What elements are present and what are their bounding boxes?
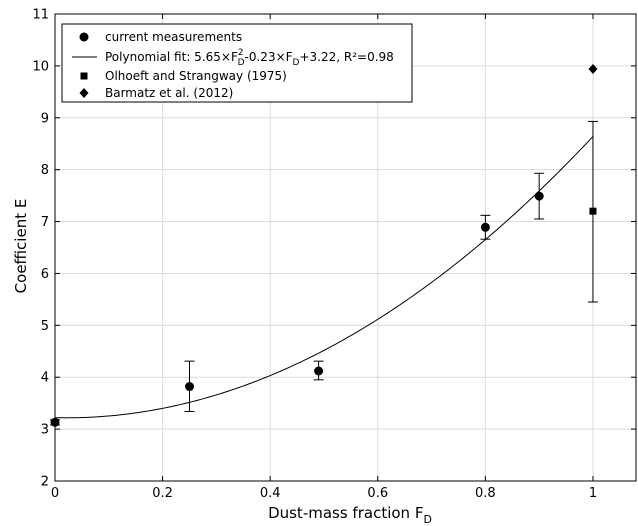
y-tick-label: 4 [41, 371, 49, 386]
y-tick-label: 10 [32, 59, 49, 74]
fit-label-pre: Polynomial fit: 5.65×F [105, 50, 238, 64]
y-tick-label: 8 [41, 163, 49, 178]
plot-frame [54, 13, 637, 482]
x-tick-label: 0.2 [152, 486, 173, 501]
x-axis-label-subscript: D [423, 513, 431, 526]
x-axis-label: Dust-mass fraction FD [268, 504, 432, 526]
y-tick-label: 5 [41, 319, 49, 334]
polynomial-fit-curve [54, 136, 594, 419]
legend-marker-circle [79, 32, 89, 42]
fit-label-post: +3.22, R²=0.98 [299, 50, 393, 64]
y-tick-label: 7 [41, 215, 49, 230]
data-point-square [589, 207, 597, 215]
legend-box [61, 23, 413, 103]
legend: current measurements Polynomial fit: 5.6… [61, 23, 413, 103]
fit-label-sub2: D [293, 58, 300, 68]
y-tick-label: 3 [41, 423, 49, 438]
fit-label-mid: -0.23×F [245, 50, 293, 64]
legend-marker-diamond [79, 88, 89, 98]
data-point-circle [314, 366, 324, 376]
x-axis-label-main: Dust-mass fraction F [268, 504, 423, 522]
x-tick-label: 0.4 [260, 486, 281, 501]
legend-marker-square [80, 72, 88, 80]
x-tick-label: 1 [589, 486, 597, 501]
x-tick-label: 0 [51, 486, 59, 501]
x-tick-label: 0.6 [367, 486, 388, 501]
data-point-diamond [588, 64, 598, 75]
x-tick-label: 0.8 [475, 486, 496, 501]
y-axis-label: Coefficient E [12, 199, 30, 294]
data-markers [50, 64, 598, 427]
y-tick-label: 6 [41, 267, 49, 282]
legend-label-polynomial-fit: Polynomial fit: 5.65×F2 D-0.23×FD+3.22, R… [105, 48, 394, 68]
y-tick-label: 2 [41, 475, 49, 490]
data-point-circle [534, 191, 544, 201]
data-point-circle [184, 382, 194, 392]
data-point-circle [480, 222, 490, 232]
y-tick-label: 11 [32, 8, 49, 23]
axis-ticks: 0 0.2 0.4 0.6 0.8 1 2 3 4 5 6 7 8 9 10 11 [32, 8, 636, 501]
legend-label-barmatz: Barmatz et al. (2012) [105, 86, 233, 100]
legend-label-olhoeft: Olhoeft and Strangway (1975) [105, 69, 287, 83]
fit-label-sup: 2 [238, 48, 244, 58]
y-tick-label: 9 [41, 111, 49, 126]
legend-label-current-measurements: current measurements [105, 30, 242, 44]
fit-label-sub1: D [238, 58, 245, 68]
fit-curve-layer [54, 136, 594, 419]
